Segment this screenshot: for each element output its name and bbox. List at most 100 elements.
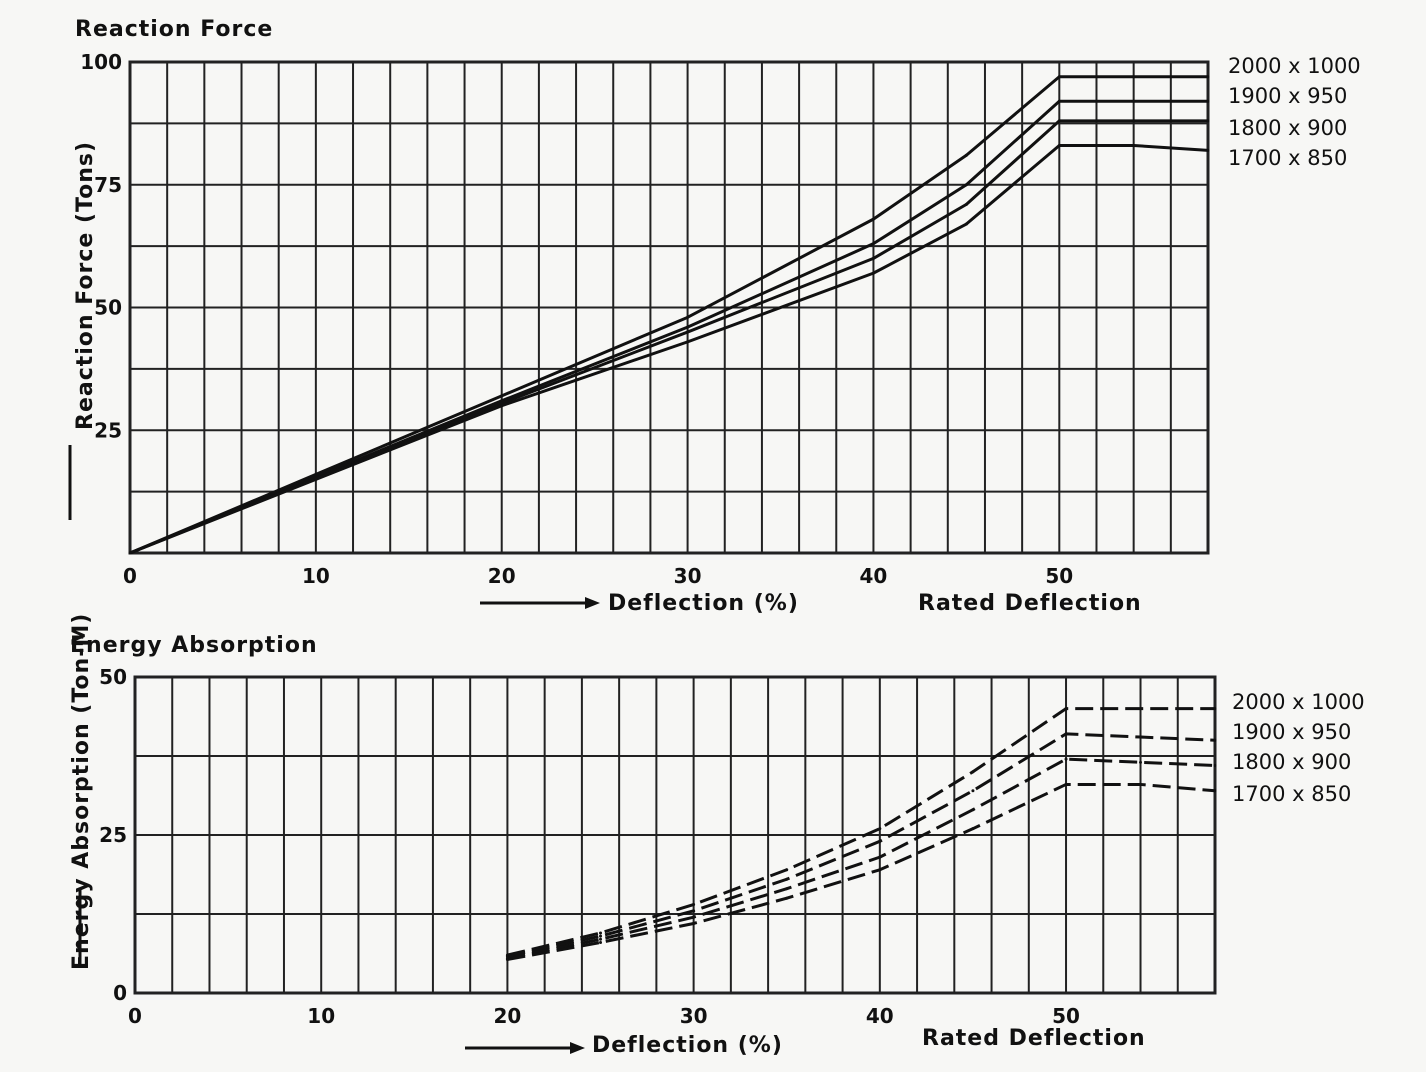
data-point xyxy=(878,827,882,831)
data-point xyxy=(1206,148,1210,152)
data-point xyxy=(1132,99,1136,103)
data-point xyxy=(686,325,690,329)
data-point xyxy=(871,256,875,260)
data-point xyxy=(785,877,789,881)
data-point xyxy=(1064,757,1068,761)
legend-entry: 1900 x 950 xyxy=(1232,720,1351,744)
data-point xyxy=(692,909,696,913)
grid xyxy=(133,675,1217,995)
data-point xyxy=(686,330,690,334)
x-tick-label: 30 xyxy=(674,564,702,588)
data-point xyxy=(1213,789,1217,793)
data-point xyxy=(971,808,975,812)
legend-entry: 2000 x 1000 xyxy=(1228,54,1361,78)
data-point xyxy=(1139,707,1143,711)
data-point xyxy=(785,896,789,900)
data-point xyxy=(692,903,696,907)
x-tick-label: 30 xyxy=(680,1004,708,1028)
x-tick-label: 50 xyxy=(1052,1004,1080,1028)
axis-arrows xyxy=(68,445,600,1054)
plot-frame xyxy=(133,675,1217,995)
legend-entry: 1700 x 850 xyxy=(1228,146,1347,170)
data-point xyxy=(1213,738,1217,742)
data-point xyxy=(692,921,696,925)
x-tick-label: 0 xyxy=(128,1004,142,1028)
data-point xyxy=(871,271,875,275)
data-point xyxy=(500,404,504,408)
data-point xyxy=(871,242,875,246)
data-point xyxy=(128,551,132,555)
data-point xyxy=(1206,119,1210,123)
data-point xyxy=(1213,763,1217,767)
y-tick-label: 0 xyxy=(113,981,127,1005)
x-tick-label: 20 xyxy=(488,564,516,588)
data-point xyxy=(1064,707,1068,711)
data-point xyxy=(1213,707,1217,711)
chart2-x-annotation: Rated Deflection xyxy=(922,1026,1146,1051)
data-point xyxy=(500,394,504,398)
data-point xyxy=(1139,760,1143,764)
series-line-1 xyxy=(129,75,1208,555)
chart2-title: Energy Absorption xyxy=(70,633,318,658)
y-tick-label: 25 xyxy=(99,823,127,847)
series-line-2 xyxy=(129,99,1208,555)
data-point xyxy=(599,940,603,944)
data-point xyxy=(686,340,690,344)
data-point xyxy=(964,202,968,206)
data-point xyxy=(964,153,968,157)
data-point xyxy=(1206,99,1210,103)
data-point xyxy=(1057,143,1061,147)
x-tick-label: 40 xyxy=(860,564,888,588)
chart1-x-annotation: Rated Deflection xyxy=(918,591,1142,616)
series-line-1 xyxy=(507,707,1215,957)
data-point xyxy=(878,855,882,859)
x-tick-label: 10 xyxy=(307,1004,335,1028)
data-point xyxy=(1139,735,1143,739)
data-point xyxy=(1132,75,1136,79)
data-point xyxy=(599,931,603,935)
series-line-2 xyxy=(507,732,1216,958)
y-tick-label: 100 xyxy=(80,50,122,74)
data-point xyxy=(686,315,690,319)
data-point xyxy=(971,789,975,793)
data-point xyxy=(599,934,603,938)
chart1-xlabel: Deflection (%) xyxy=(608,591,799,616)
data-point xyxy=(1057,119,1061,123)
chart2-xlabel: Deflection (%) xyxy=(592,1033,783,1058)
data-point xyxy=(1206,75,1210,79)
chart-2: 0 10 20 30 40 50 0 25 50 2000 x 1000 1900 x 950 180… xyxy=(99,665,1365,1028)
chart-1: 0 10 20 30 40 50 25 50 75 100 2000 x 1000 1900 x 95… xyxy=(80,50,1360,588)
data-point xyxy=(1064,782,1068,786)
data-point xyxy=(785,868,789,872)
data-point xyxy=(964,183,968,187)
data-point xyxy=(599,937,603,941)
legend-entry: 2000 x 1000 xyxy=(1232,690,1365,714)
data-point xyxy=(314,477,318,481)
plot-frame xyxy=(128,60,1210,555)
data-point xyxy=(785,887,789,891)
data-point xyxy=(878,868,882,872)
data-point xyxy=(964,222,968,226)
x-tick-label: 10 xyxy=(302,564,330,588)
data-point xyxy=(505,958,509,962)
legend-entry: 1800 x 900 xyxy=(1228,116,1347,140)
data-point xyxy=(971,827,975,831)
chart1-ylabel: Reaction Force (Tons) xyxy=(73,141,98,430)
chart1-title: Reaction Force xyxy=(75,17,273,42)
x-tick-label: 0 xyxy=(123,564,137,588)
data-point xyxy=(692,915,696,919)
data-point xyxy=(971,770,975,774)
data-point xyxy=(1139,782,1143,786)
data-point xyxy=(1057,75,1061,79)
data-point xyxy=(1057,99,1061,103)
legend-entry: 1900 x 950 xyxy=(1228,84,1347,108)
legend-entry: 1700 x 850 xyxy=(1232,782,1351,806)
y-tick-label: 75 xyxy=(94,173,122,197)
x-tick-label: 50 xyxy=(1045,564,1073,588)
data-point xyxy=(1064,732,1068,736)
data-point xyxy=(878,839,882,843)
data-point xyxy=(1132,143,1136,147)
y-tick-label: 50 xyxy=(94,296,122,320)
